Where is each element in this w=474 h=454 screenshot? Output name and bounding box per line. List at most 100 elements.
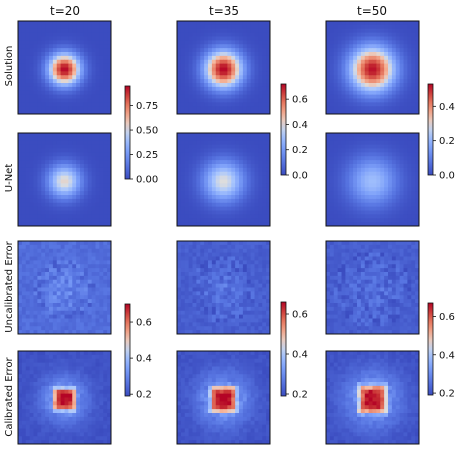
heatmap-cell — [68, 272, 73, 277]
heatmap-cell — [219, 260, 224, 265]
heatmap-cell — [25, 164, 31, 169]
heatmap-cell — [254, 171, 259, 177]
heatmap-cell — [380, 295, 385, 300]
heatmap-cell — [368, 191, 373, 196]
heatmap-cell — [41, 202, 46, 208]
heatmap-cell — [219, 279, 224, 285]
heatmap-cell — [211, 167, 217, 173]
heatmap-cell — [103, 102, 108, 107]
heatmap-cell — [64, 214, 69, 219]
heatmap-cell — [258, 175, 263, 180]
heatmap-cell — [83, 44, 89, 49]
heatmap-cell — [188, 164, 193, 169]
heatmap-cell — [227, 94, 232, 99]
heatmap-cell — [204, 183, 209, 188]
heatmap-cell — [372, 171, 377, 177]
heatmap-cell — [87, 28, 93, 34]
heatmap-cell — [415, 90, 420, 96]
heatmap-cell — [45, 148, 50, 153]
heatmap-cell — [52, 79, 58, 84]
heatmap-cell — [29, 160, 34, 165]
heatmap-cell — [99, 86, 104, 92]
heatmap-cell — [329, 202, 335, 208]
heatmap-cell — [49, 98, 54, 103]
heatmap-cell — [76, 83, 81, 88]
heatmap-cell — [227, 171, 232, 177]
heatmap-cell — [219, 326, 224, 331]
heatmap-cell — [192, 171, 197, 177]
heatmap-cell — [95, 264, 100, 269]
heatmap-cell — [200, 252, 205, 257]
heatmap-cell — [21, 140, 27, 146]
heatmap-cell — [326, 102, 331, 107]
heatmap-cell — [72, 222, 77, 227]
row-label-solution: Solution — [4, 46, 15, 87]
heatmap-cell — [219, 63, 224, 68]
heatmap-cell — [52, 28, 58, 34]
heatmap-cell — [60, 260, 65, 265]
heatmap-cell — [188, 210, 193, 215]
heatmap-cell — [107, 144, 112, 149]
heatmap-cell — [56, 79, 62, 84]
heatmap-cell — [21, 136, 27, 142]
heatmap-cell — [49, 326, 54, 331]
heatmap-cell — [83, 191, 89, 196]
heatmap-cell — [376, 67, 381, 72]
heatmap-cell — [242, 256, 248, 261]
heatmap-cell — [227, 160, 232, 165]
heatmap-cell — [399, 241, 404, 246]
heatmap-cell — [345, 71, 350, 76]
heatmap-cell — [411, 195, 416, 200]
heatmap-cell — [215, 160, 221, 165]
heatmap-cell — [337, 241, 342, 246]
heatmap-cell — [395, 164, 401, 169]
heatmap-cell — [227, 71, 232, 76]
heatmap-cell — [103, 272, 108, 277]
heatmap-cell — [407, 287, 412, 292]
heatmap-cell — [242, 264, 248, 269]
heatmap-cell — [411, 260, 416, 265]
heatmap-cell — [196, 133, 201, 138]
heatmap-cell — [184, 322, 190, 327]
heatmap-cell — [333, 28, 339, 34]
heatmap-cell — [360, 55, 366, 61]
heatmap-cell — [391, 75, 397, 80]
heatmap-cell — [33, 152, 38, 157]
heatmap-cell — [215, 133, 221, 138]
heatmap-cell — [215, 310, 221, 316]
heatmap-cell — [258, 148, 263, 153]
heatmap-cell — [204, 291, 209, 296]
heatmap-cell — [21, 283, 27, 288]
heatmap-cell — [87, 90, 93, 96]
heatmap-cell — [250, 160, 255, 165]
heatmap-cell — [357, 156, 362, 161]
heatmap-cell — [242, 98, 248, 103]
heatmap-cell — [368, 160, 373, 165]
heatmap-cell — [231, 314, 236, 319]
heatmap-cell — [250, 52, 255, 57]
heatmap-cell — [192, 275, 197, 281]
heatmap-cell — [250, 167, 255, 173]
heatmap-cell — [37, 299, 42, 304]
heatmap-cell — [72, 133, 77, 138]
heatmap-cell — [227, 222, 232, 227]
heatmap-cell — [391, 167, 397, 173]
heatmap-cell — [87, 206, 93, 211]
heatmap-cell — [235, 214, 240, 219]
panel-frame — [17, 132, 112, 227]
heatmap-cell — [95, 314, 100, 319]
heatmap-cell — [68, 295, 73, 300]
heatmap-cell — [329, 102, 335, 107]
heatmap-cell — [349, 241, 354, 246]
heatmap-cell — [192, 133, 197, 138]
heatmap-cell — [56, 318, 62, 323]
heatmap-cell — [91, 260, 96, 265]
heatmap-cell — [196, 326, 201, 331]
heatmap-cell — [391, 183, 397, 188]
heatmap-cell — [235, 136, 240, 142]
heatmap-cell — [235, 314, 240, 319]
heatmap-cell — [349, 148, 354, 153]
heatmap-cell — [266, 306, 271, 312]
heatmap-cell — [196, 90, 201, 96]
heatmap-cell — [215, 28, 221, 34]
